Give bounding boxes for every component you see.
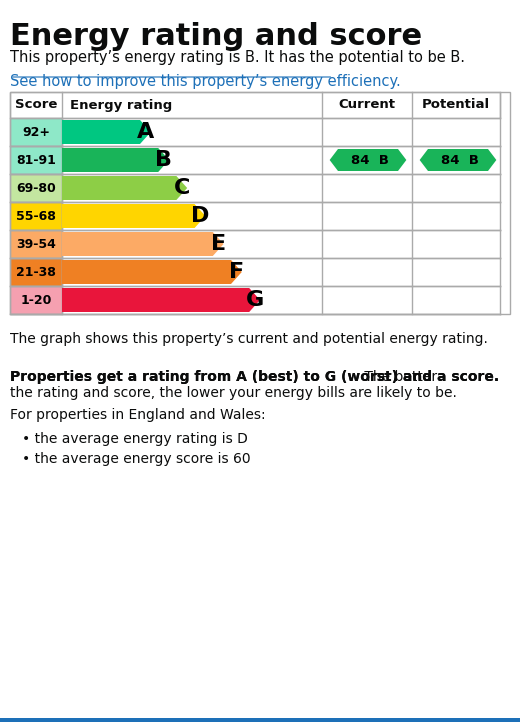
Polygon shape xyxy=(62,232,224,256)
Text: 1-20: 1-20 xyxy=(20,294,51,307)
Text: Properties get a rating from A (best) to G (worst) and a score.: Properties get a rating from A (best) to… xyxy=(10,370,499,384)
Text: Potential: Potential xyxy=(422,98,490,111)
Text: 69-80: 69-80 xyxy=(16,181,56,194)
Text: 84  B: 84 B xyxy=(351,154,389,167)
Bar xyxy=(10,174,62,202)
Text: 21-38: 21-38 xyxy=(16,266,56,279)
Text: • the average energy score is 60: • the average energy score is 60 xyxy=(22,452,251,466)
Text: Energy rating: Energy rating xyxy=(70,98,172,111)
Bar xyxy=(10,286,62,314)
Polygon shape xyxy=(62,204,205,228)
Text: 81-91: 81-91 xyxy=(16,154,56,167)
Bar xyxy=(10,258,62,286)
Bar xyxy=(10,92,500,118)
Bar xyxy=(10,202,62,230)
Bar xyxy=(10,146,62,174)
Polygon shape xyxy=(62,120,151,144)
Polygon shape xyxy=(62,288,260,312)
Polygon shape xyxy=(330,149,406,171)
Polygon shape xyxy=(62,148,169,172)
Text: See how to improve this property’s energy efficiency.: See how to improve this property’s energ… xyxy=(10,74,401,89)
Text: F: F xyxy=(229,262,244,282)
Text: For properties in England and Wales:: For properties in England and Wales: xyxy=(10,408,266,422)
Text: Score: Score xyxy=(15,98,57,111)
Text: G: G xyxy=(245,290,264,310)
Text: This property’s energy rating is B. It has the potential to be B.: This property’s energy rating is B. It h… xyxy=(10,50,465,65)
Text: Current: Current xyxy=(339,98,396,111)
Text: B: B xyxy=(155,150,172,170)
Text: C: C xyxy=(174,178,190,198)
Polygon shape xyxy=(62,260,242,284)
Text: the rating and score, the lower your energy bills are likely to be.: the rating and score, the lower your ene… xyxy=(10,386,457,400)
Text: 55-68: 55-68 xyxy=(16,209,56,222)
Text: A: A xyxy=(137,122,154,142)
Text: The graph shows this property’s current and potential energy rating.: The graph shows this property’s current … xyxy=(10,332,488,346)
Polygon shape xyxy=(62,176,187,200)
Text: Properties get a rating from A (best) to G (worst) and a score. The better the r: Properties get a rating from A (best) to… xyxy=(10,370,520,384)
Text: Properties get a rating from A (best) to G (worst) and a score.: Properties get a rating from A (best) to… xyxy=(10,370,499,384)
Text: E: E xyxy=(211,234,226,254)
Bar xyxy=(10,118,62,146)
Text: 39-54: 39-54 xyxy=(16,238,56,251)
Polygon shape xyxy=(420,149,497,171)
Bar xyxy=(10,230,62,258)
Bar xyxy=(0,718,520,722)
Bar xyxy=(10,92,510,314)
Text: 84  B: 84 B xyxy=(441,154,479,167)
Text: D: D xyxy=(191,206,209,226)
Text: The better: The better xyxy=(360,370,437,384)
Text: • the average energy rating is D: • the average energy rating is D xyxy=(22,432,248,446)
Text: Energy rating and score: Energy rating and score xyxy=(10,22,422,51)
Text: 92+: 92+ xyxy=(22,126,50,139)
